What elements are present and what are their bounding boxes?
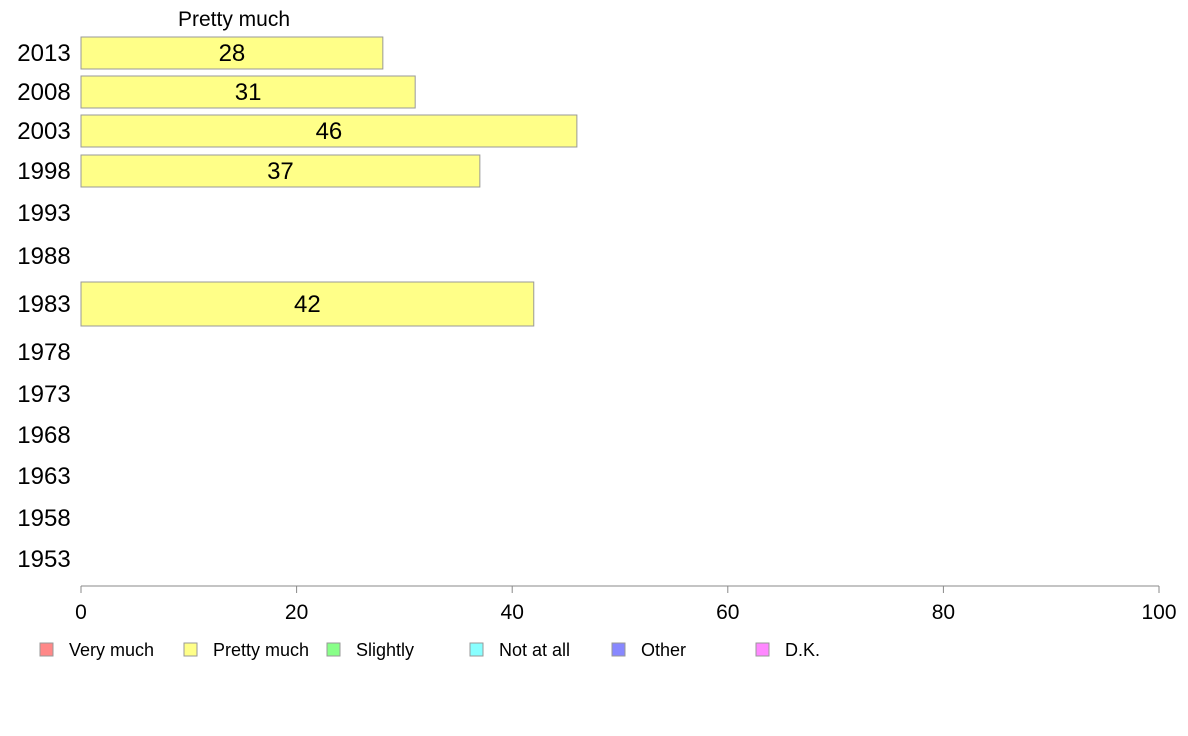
legend-swatch: [469, 642, 484, 657]
bar-1983: [80, 281, 535, 327]
bar-value-label: 46: [316, 118, 343, 145]
x-tick-label: 20: [285, 601, 308, 624]
x-tick-label: 80: [932, 601, 955, 624]
year-label: 2013: [17, 40, 70, 67]
year-label: 1958: [17, 505, 70, 532]
year-label: 1993: [17, 200, 70, 227]
year-label: 1953: [17, 546, 70, 573]
year-label: 2003: [17, 118, 70, 145]
bar-value-label: 37: [267, 158, 294, 185]
year-label: 1988: [17, 243, 70, 270]
legend-label: Not at all: [499, 640, 570, 660]
bar-1998: [80, 154, 481, 188]
bar-2008: [80, 75, 416, 109]
year-label: 1968: [17, 422, 70, 449]
bar-value-label: 31: [235, 79, 262, 106]
year-label: 1983: [17, 291, 70, 318]
year-labels: 2013 2008 2003 1998 1993 1988 1983 1978 1973 1968…: [17, 40, 70, 573]
legend-swatch: [39, 642, 54, 657]
legend: Very much Pretty much Slightly Not at all Ot…: [39, 640, 820, 660]
legend-swatch: [326, 642, 341, 657]
x-tick-label: 40: [501, 601, 524, 624]
legend-label: Pretty much: [213, 640, 309, 660]
x-tick-label: 60: [716, 601, 739, 624]
x-tick-label: 100: [1141, 601, 1176, 624]
year-label: 1998: [17, 158, 70, 185]
series-title: Pretty much: [178, 8, 290, 31]
year-label: 2008: [17, 79, 70, 106]
legend-label: Other: [641, 640, 686, 660]
x-axis: 0 20 40 60 80 100: [75, 585, 1177, 624]
legend-swatch: [183, 642, 198, 657]
legend-label: Slightly: [356, 640, 414, 660]
legend-label: D.K.: [785, 640, 820, 660]
year-label: 1978: [17, 339, 70, 366]
year-label: 1973: [17, 381, 70, 408]
bar-2013: [80, 36, 384, 70]
legend-swatch: [755, 642, 770, 657]
year-label: 1963: [17, 463, 70, 490]
bar-value-label: 28: [219, 40, 246, 67]
bar-value-label: 42: [294, 291, 321, 318]
x-tick-label: 0: [75, 601, 87, 624]
bar-2003: [80, 114, 578, 148]
legend-swatch: [611, 642, 626, 657]
bars: 28 31 46 37 42: [80, 36, 578, 327]
legend-label: Very much: [69, 640, 154, 660]
